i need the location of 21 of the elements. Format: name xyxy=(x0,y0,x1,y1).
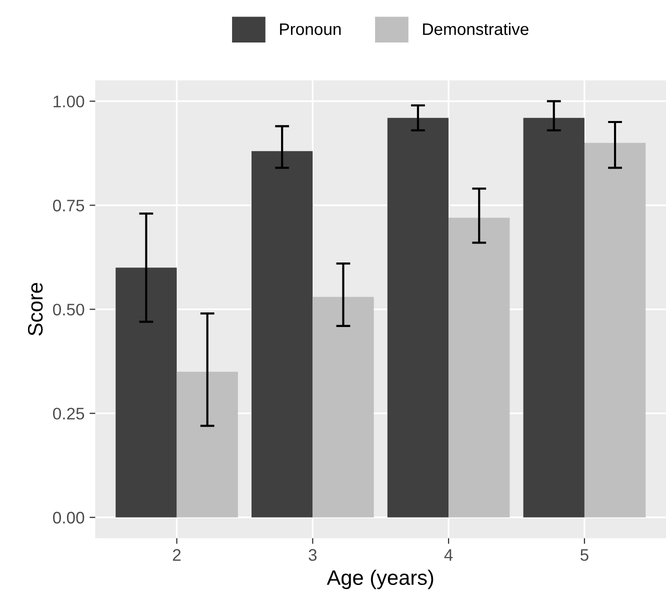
y-tick-label: 0.50 xyxy=(53,304,84,316)
bar xyxy=(387,118,449,518)
bar xyxy=(448,218,510,518)
bar xyxy=(252,151,313,518)
x-axis-title: Age (years) xyxy=(326,570,434,590)
legend-label: Demonstrative xyxy=(423,22,528,36)
bar xyxy=(523,118,584,518)
x-tick-label: 4 xyxy=(444,549,453,561)
legend-label: Pronoun xyxy=(280,23,341,36)
x-tick-label: 3 xyxy=(308,549,317,561)
x-tick-label: 5 xyxy=(580,549,588,561)
y-tick-label: 0.75 xyxy=(53,200,84,212)
bar xyxy=(116,268,177,518)
y-tick-label: 1.00 xyxy=(54,96,84,108)
y-tick-label: 0.25 xyxy=(53,408,84,420)
y-axis-title: Score xyxy=(28,283,43,336)
bar xyxy=(312,296,374,518)
y-tick-label: 0.00 xyxy=(53,512,84,524)
x-tick-label: 2 xyxy=(172,549,181,561)
bar xyxy=(176,372,238,518)
bar xyxy=(584,142,646,518)
